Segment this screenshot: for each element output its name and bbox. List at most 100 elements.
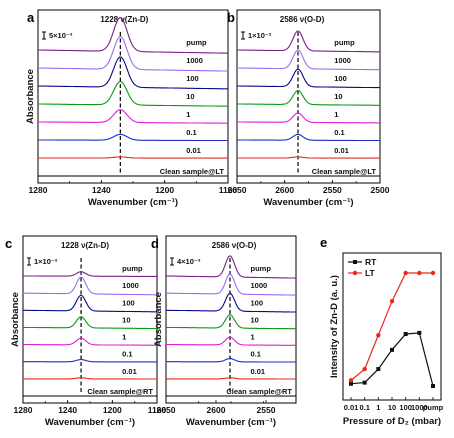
legend-label: LT — [365, 268, 376, 278]
spectrum-line — [23, 359, 157, 363]
data-point — [362, 380, 367, 385]
x-tick-label: 1240 — [58, 405, 77, 415]
spectrum-line — [165, 273, 296, 296]
series-label: 10 — [251, 315, 259, 324]
scale-bar-label: 4×10⁻³ — [177, 257, 201, 266]
spectrum-line — [166, 357, 296, 363]
plot-frame — [342, 252, 442, 401]
series-label: 1 — [251, 333, 255, 342]
series-label: 1000 — [122, 281, 139, 290]
peak-label: 1228 ν(Zn-D) — [100, 15, 148, 24]
spectrum-line — [166, 377, 296, 380]
x-axis-label: Wavenumber (cm⁻¹) — [88, 197, 178, 208]
series-label: 1000 — [251, 281, 268, 290]
series-label: 100 — [251, 298, 264, 307]
spectrum-line — [38, 16, 228, 54]
data-point — [417, 270, 422, 276]
series-label: 100 — [186, 74, 199, 83]
series-label: 0.1 — [186, 128, 196, 137]
spectrum-line — [38, 36, 228, 72]
series-label: pump — [334, 38, 355, 47]
x-tick-label: 1280 — [14, 405, 33, 415]
spectrum-line — [237, 156, 380, 159]
spectrum-line — [166, 314, 296, 330]
x-tick-label: 1160 — [148, 405, 167, 415]
x-tick-label: 0.01 — [344, 403, 359, 412]
data-point — [430, 270, 436, 276]
spectrum-line — [166, 255, 296, 279]
x-tick-label: 1 — [376, 403, 380, 412]
data-point — [403, 332, 408, 337]
legend-marker — [352, 270, 358, 276]
data-point — [376, 367, 381, 372]
series-label: 0.01 — [251, 367, 266, 376]
panel-label: d — [151, 236, 159, 251]
y-axis-label: Absorbance — [153, 292, 164, 347]
y-axis-label: Absorbance — [25, 69, 36, 124]
x-tick-label: 2600 — [275, 185, 294, 195]
series-label: 1000 — [334, 56, 351, 65]
series-label: pump — [122, 264, 143, 273]
series-label: 0.01 — [186, 146, 201, 155]
series-label: 100 — [334, 74, 347, 83]
panel-c: c 1280 1240 1200 1160 Wavenumber (cm⁻¹) Absorb… — [5, 235, 167, 428]
x-tick-label: 2650 — [157, 405, 176, 415]
panel-b: b 2650 2600 2550 2500 Wavenumber (cm⁻¹) 2586 ν… — [227, 9, 390, 208]
y-axis-label: Intensity of Zn-D (a. u.) — [329, 275, 340, 378]
data-point — [390, 347, 394, 352]
x-tick-label: 1200 — [155, 185, 174, 195]
panel-a: a 1280 1240 1200 1160 Wavenumber (cm⁻¹) Absorb… — [25, 9, 238, 208]
x-tick-label: 2500 — [371, 185, 390, 195]
series-label-clean: Clean sample@LT — [160, 167, 225, 176]
peak-label: 2586 ν(O-D) — [212, 241, 257, 250]
data-point — [376, 332, 381, 338]
spectrum-line — [237, 68, 381, 89]
series-label: pump — [251, 264, 272, 273]
x-tick-label: pump — [423, 403, 444, 412]
legend-label: RT — [365, 257, 377, 267]
panel-label: b — [227, 10, 235, 25]
series-label: 10 — [122, 315, 130, 324]
panel-label: c — [5, 236, 12, 251]
x-tick-label: 1200 — [103, 405, 122, 415]
series-label: 1 — [122, 333, 126, 342]
x-tick-label: 1000 — [411, 403, 428, 412]
data-point — [349, 381, 353, 386]
series-label: 1 — [186, 110, 190, 119]
spectrum-line — [38, 109, 228, 124]
series-label: 0.1 — [122, 350, 132, 359]
spectrum-line — [237, 133, 381, 142]
x-tick-label: 0.1 — [359, 403, 369, 412]
series-label: pump — [186, 38, 207, 47]
data-point — [417, 330, 422, 335]
x-axis-label: Pressure of D₂ (mbar) — [343, 416, 441, 427]
spectrum-line — [23, 377, 157, 380]
series-label: 100 — [122, 298, 135, 307]
spectrum-line — [22, 276, 157, 296]
x-tick-label: 2550 — [323, 185, 342, 195]
peak-label: 1228 ν(Zn-D) — [61, 241, 109, 250]
spectrum-line — [166, 292, 296, 313]
x-tick-label: 10 — [388, 403, 396, 412]
spectrum-line — [237, 30, 380, 53]
data-point — [403, 270, 408, 276]
series-label: 1000 — [186, 56, 203, 65]
series-label: 0.01 — [122, 367, 137, 376]
spectrum-line — [237, 112, 380, 124]
x-axis-label: Wavenumber (cm⁻¹) — [45, 417, 135, 428]
x-tick-label: 1240 — [92, 185, 111, 195]
spectrum-line — [237, 89, 380, 106]
spectrum-line — [23, 271, 157, 277]
scale-bar-label: 1×10⁻² — [34, 257, 58, 266]
x-tick-label: 1160 — [219, 185, 238, 195]
spectrum-line — [166, 336, 296, 346]
series-label: 0.01 — [334, 146, 349, 155]
series-label: 10 — [334, 92, 342, 101]
data-point — [362, 366, 367, 372]
legend-marker — [353, 260, 357, 264]
series-label-clean: Clean sample@LT — [312, 167, 377, 176]
x-tick-label: 100 — [399, 403, 412, 412]
data-point — [348, 378, 354, 383]
data-point — [431, 384, 435, 388]
